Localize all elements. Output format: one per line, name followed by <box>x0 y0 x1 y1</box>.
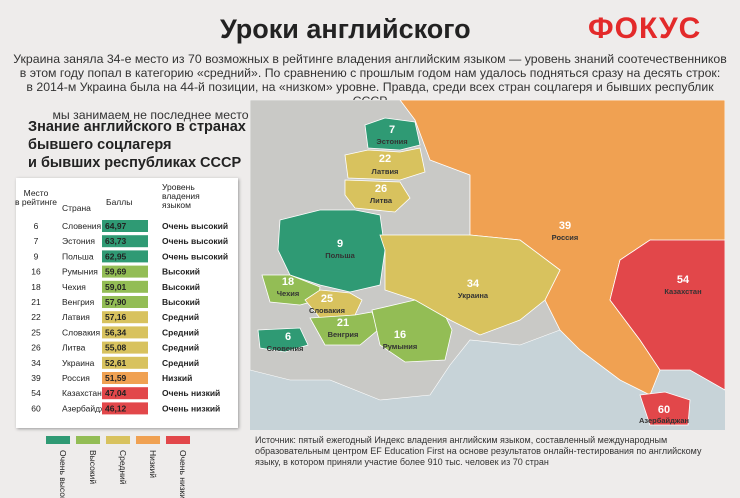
section-line: Знание английского в странах <box>28 119 246 135</box>
section-title: Знание английского в странах бывшего соц… <box>28 118 246 172</box>
legend-swatch <box>76 436 100 444</box>
map-rank: 22 <box>379 153 391 165</box>
map-country: Словения <box>267 344 304 353</box>
map-rank: 7 <box>389 124 395 136</box>
region <box>639 391 691 426</box>
legend-swatch <box>106 436 130 444</box>
map-country: Румыния <box>383 342 418 351</box>
map-rank: 54 <box>677 274 690 286</box>
map-country: Россия <box>552 233 579 242</box>
map-rank: 9 <box>337 238 343 250</box>
legend-label: Очень высокий <box>58 450 68 498</box>
region <box>364 117 421 151</box>
map-country: Украина <box>458 291 489 300</box>
map-country: Казахстан <box>664 287 701 296</box>
legend-label: Низкий <box>148 450 158 478</box>
intro-line: Украина заняла 34-е место из 70 возможны… <box>13 52 727 66</box>
region <box>277 209 386 293</box>
section-line: и бывших республиках СССР <box>28 155 242 171</box>
legend-label: Средний <box>118 450 128 485</box>
map-country: Чехия <box>277 289 300 298</box>
map-country: Латвия <box>372 167 399 176</box>
region <box>257 327 309 353</box>
map-country: Эстония <box>376 137 407 146</box>
map-country: Литва <box>370 196 393 205</box>
region <box>344 179 411 213</box>
legend-label: Очень низкий <box>178 450 188 498</box>
legend-label: Высокий <box>88 450 98 484</box>
legend-swatch <box>46 436 70 444</box>
legend-swatch <box>136 436 160 444</box>
map-rank: 18 <box>282 276 294 288</box>
map-rank: 25 <box>321 293 333 305</box>
map-country: Венгрия <box>328 330 359 339</box>
intro-line: в этом году попал в категорию «средний».… <box>19 66 721 80</box>
map-country: Польша <box>325 251 355 260</box>
logo: ФОКУС <box>588 12 702 45</box>
map-rank: 21 <box>337 317 349 329</box>
map-country: Азербайджан <box>639 416 689 425</box>
region <box>344 147 426 181</box>
map-rank: 60 <box>658 404 670 416</box>
map-rank: 16 <box>394 329 406 341</box>
region <box>379 234 561 336</box>
source: Источник: пятый ежегодный Индекс владени… <box>255 435 702 467</box>
map-rank: 6 <box>285 331 291 343</box>
section-line: бывшего соцлагеря <box>28 137 172 153</box>
legend-swatch <box>166 436 190 444</box>
title: Уроки английского <box>220 14 471 44</box>
table-paper <box>16 178 238 428</box>
map-rank: 34 <box>467 278 480 290</box>
map-country: Словакия <box>309 306 345 315</box>
region <box>609 239 725 391</box>
map-rank: 39 <box>559 220 571 232</box>
map-rank: 26 <box>375 183 387 195</box>
